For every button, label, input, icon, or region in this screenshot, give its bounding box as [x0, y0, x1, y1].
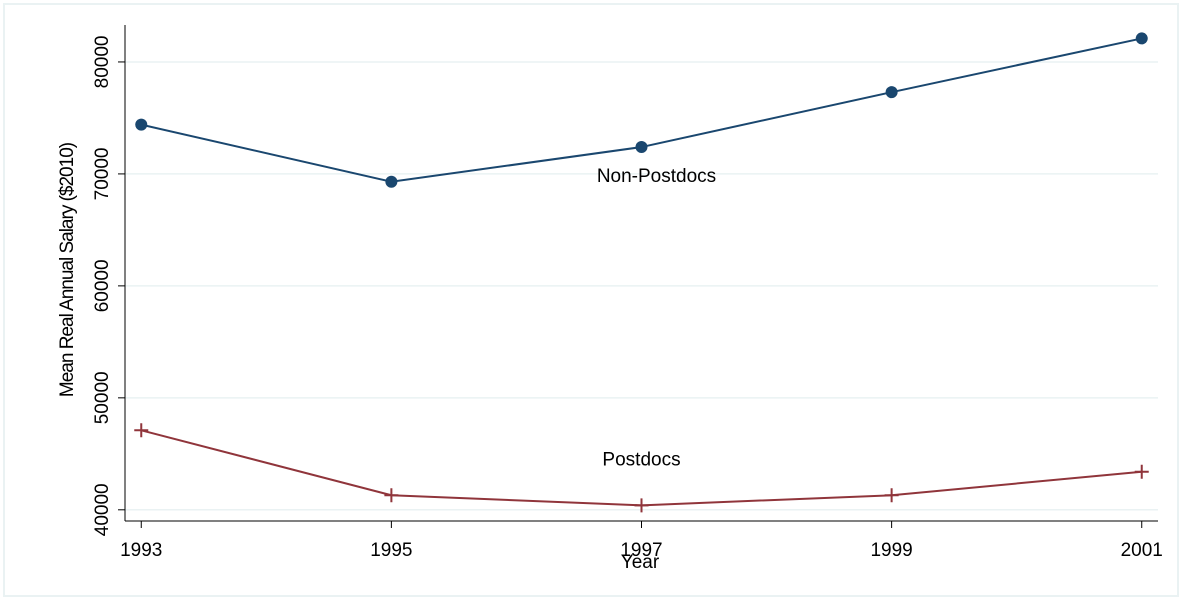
x-tick-label: 1999 [870, 540, 912, 561]
marker [385, 175, 398, 188]
marker [135, 118, 148, 131]
marker [1135, 32, 1148, 45]
marker [384, 488, 399, 503]
x-tick-label: 1995 [370, 540, 412, 561]
marker [134, 423, 149, 438]
x-axis-title: Year [621, 552, 660, 573]
y-tick-label: 40000 [92, 483, 113, 536]
marker [635, 141, 648, 154]
chart-frame [3, 3, 1179, 597]
y-axis-title: Mean Real Annual Salary ($2010) [57, 142, 78, 397]
y-tick-label: 60000 [92, 259, 113, 312]
marker [885, 86, 898, 99]
x-tick-label: 1993 [120, 540, 162, 561]
y-tick-label: 50000 [92, 371, 113, 424]
marker [884, 488, 899, 503]
series-label: Non-Postdocs [597, 166, 716, 187]
series-label: Postdocs [602, 449, 680, 470]
y-tick-label: 70000 [92, 147, 113, 200]
y-tick-label: 80000 [92, 36, 113, 89]
marker [1134, 464, 1149, 479]
x-tick-label: 2001 [1121, 540, 1163, 561]
x-tick-label: 1997 [620, 540, 662, 561]
marker [634, 498, 649, 513]
